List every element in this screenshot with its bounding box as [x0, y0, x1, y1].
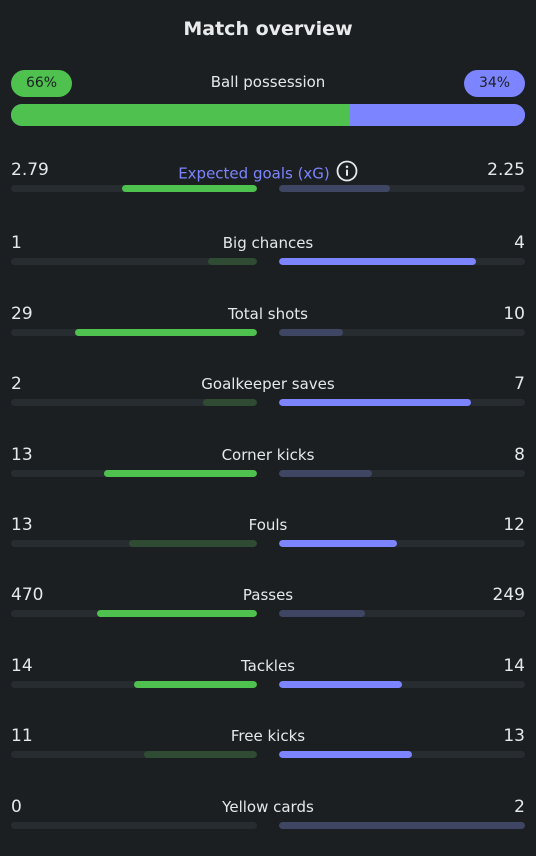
- away-value: 4: [514, 233, 525, 253]
- home-bar-fill: [74, 329, 257, 336]
- stat-label: Free kicks: [11, 727, 525, 745]
- home-value: 0: [11, 797, 22, 817]
- stat-label-text: Expected goals (xG): [178, 164, 330, 183]
- away-bar-track: [279, 681, 525, 688]
- away-value: 7: [514, 374, 525, 394]
- stat-row: 13 Fouls 12: [11, 515, 525, 555]
- stat-row: 14 Tackles 14: [11, 656, 525, 696]
- away-value: 2: [514, 797, 525, 817]
- stat-row: 29 Total shots 10: [11, 304, 525, 344]
- away-value: 249: [492, 585, 525, 605]
- home-bar-track: [11, 258, 257, 265]
- away-bar-fill: [279, 751, 412, 758]
- stat-label: Tackles: [11, 657, 525, 675]
- home-bar-track: [11, 751, 257, 758]
- away-possession-badge: 34%: [464, 70, 525, 97]
- home-value: 13: [11, 515, 33, 535]
- page-title: Match overview: [183, 18, 353, 40]
- home-possession-segment: [11, 104, 351, 126]
- stat-label-text: Big chances: [222, 234, 314, 252]
- home-bar-track: [11, 540, 257, 547]
- stat-label[interactable]: Expected goals (xG): [11, 160, 525, 187]
- home-bar-track: [11, 470, 257, 477]
- home-value: 2.79: [11, 160, 49, 180]
- away-bar-fill: [279, 470, 373, 477]
- away-bar-track: [279, 822, 525, 829]
- home-value: 470: [11, 585, 44, 605]
- home-bar-fill: [104, 470, 257, 477]
- home-value: 11: [11, 726, 33, 746]
- possession-label: Ball possession: [210, 73, 326, 91]
- away-bar-fill: [279, 258, 476, 265]
- away-bar-fill: [279, 185, 390, 192]
- stat-label: Big chances: [11, 234, 525, 252]
- home-bar-fill: [121, 185, 257, 192]
- possession-bar: [11, 104, 525, 126]
- home-bar-fill: [207, 258, 257, 265]
- home-value: 2: [11, 374, 22, 394]
- stat-label-text: Fouls: [248, 516, 288, 534]
- home-possession-badge: 66%: [11, 70, 72, 97]
- stat-label-text: Yellow cards: [222, 798, 314, 816]
- home-value: 1: [11, 233, 22, 253]
- stat-row: 470 Passes 249: [11, 585, 525, 625]
- home-bar-fill: [202, 399, 257, 406]
- away-possession-segment: [350, 104, 525, 126]
- stat-label: Fouls: [11, 516, 525, 534]
- away-bar-fill: [279, 540, 398, 547]
- away-bar-track: [279, 540, 525, 547]
- away-bar-track: [279, 610, 525, 617]
- home-bar-fill: [129, 540, 257, 547]
- away-bar-fill: [279, 329, 343, 336]
- away-bar-track: [279, 258, 525, 265]
- home-bar-track: [11, 399, 257, 406]
- stat-row: 1 Big chances 4: [11, 233, 525, 273]
- stat-row: 2 Goalkeeper saves 7: [11, 374, 525, 414]
- stat-label-text: Goalkeeper saves: [201, 375, 335, 393]
- home-bar-fill: [97, 610, 257, 617]
- home-bar-track: [11, 822, 257, 829]
- stat-label: Total shots: [11, 305, 525, 323]
- possession-row: 66% Ball possession 34%: [11, 70, 525, 98]
- away-bar-track: [279, 185, 525, 192]
- away-bar-track: [279, 470, 525, 477]
- stat-label-text: Total shots: [228, 305, 308, 323]
- stat-label: Yellow cards: [11, 798, 525, 816]
- stat-row: 11 Free kicks 13: [11, 726, 525, 766]
- home-value: 13: [11, 445, 33, 465]
- away-bar-fill: [279, 681, 402, 688]
- home-bar-fill: [134, 681, 257, 688]
- away-bar-track: [279, 329, 525, 336]
- away-bar-track: [279, 751, 525, 758]
- away-value: 8: [514, 445, 525, 465]
- away-bar-fill: [279, 399, 471, 406]
- away-bar-fill: [279, 610, 366, 617]
- stat-label-text: Corner kicks: [221, 446, 315, 464]
- stat-row: 2.79 Expected goals (xG) 2.25: [11, 160, 525, 200]
- home-bar-track: [11, 185, 257, 192]
- home-bar-track: [11, 681, 257, 688]
- away-value: 10: [503, 304, 525, 324]
- away-bar-fill: [279, 822, 525, 829]
- stat-label: Goalkeeper saves: [11, 375, 525, 393]
- stat-row: 0 Yellow cards 2: [11, 797, 525, 837]
- stat-label: Corner kicks: [11, 446, 525, 464]
- away-bar-track: [279, 399, 525, 406]
- info-icon[interactable]: [336, 160, 358, 186]
- home-bar-track: [11, 329, 257, 336]
- away-value: 14: [503, 656, 525, 676]
- away-value: 12: [503, 515, 525, 535]
- stat-label-text: Free kicks: [230, 727, 306, 745]
- home-value: 29: [11, 304, 33, 324]
- away-value: 13: [503, 726, 525, 746]
- away-value: 2.25: [487, 160, 525, 180]
- stat-label: Passes: [11, 586, 525, 604]
- stat-row: 13 Corner kicks 8: [11, 445, 525, 485]
- home-bar-fill: [143, 751, 257, 758]
- home-bar-track: [11, 610, 257, 617]
- home-value: 14: [11, 656, 33, 676]
- stat-label-text: Passes: [242, 586, 294, 604]
- stat-label-text: Tackles: [240, 657, 296, 675]
